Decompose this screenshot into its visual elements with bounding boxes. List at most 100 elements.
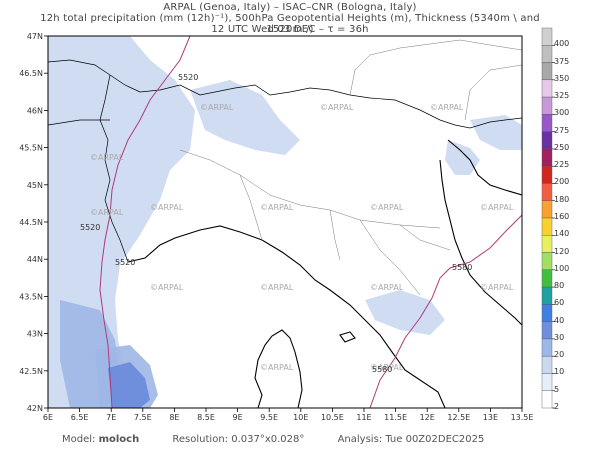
colorbar-label: 140 [554, 229, 570, 239]
colorbar-label: 400 [554, 39, 570, 49]
header-line-3: 12 UTC Wed 03 DEC – τ = 36h [211, 24, 369, 35]
colorbar-swatch [541, 45, 553, 63]
footer: Model: moloch Resolution: 0.037°x0.028° … [62, 434, 542, 445]
colorbar-swatch [541, 390, 553, 409]
resolution-label: Resolution: 0.037°x0.028° [172, 434, 305, 445]
lon-tick-label: 11.5E [384, 413, 407, 422]
colorbar-swatch [541, 131, 553, 150]
colorbar [541, 27, 555, 409]
lat-tick-label: 42.5N [19, 367, 43, 376]
contour-label: 5520 [80, 223, 100, 232]
regional-borders [179, 39, 522, 296]
colorbar-label: 100 [554, 263, 570, 273]
adriatic-coast [439, 159, 522, 326]
colorbar-swatch [541, 304, 553, 322]
contour-label: 5520 [115, 258, 135, 267]
lon-tick-label: 12.5E [447, 413, 470, 422]
analysis-label: Analysis: Tue 00Z02DEC2025 [337, 434, 485, 445]
watermarks: ©ARPAL ©ARPAL ©ARPAL ©ARPAL ©ARPAL ©ARPAL ©ARP… [90, 103, 514, 372]
lon-tick-label: 13E [483, 413, 498, 422]
watermark: ©ARPAL [260, 283, 294, 292]
france-italy-border [99, 74, 129, 263]
watermark: ©ARPAL [90, 153, 124, 162]
colorbar-label: 250 [554, 142, 570, 152]
lon-tick-label: 13.5E [511, 413, 534, 422]
colorbar-swatch [541, 355, 553, 374]
istria-coast [447, 139, 522, 196]
contour-5520 [99, 36, 191, 408]
watermark: ©ARPAL [480, 283, 514, 292]
colorbar-swatch [541, 183, 553, 201]
corsica-coast [254, 329, 303, 408]
colorbar-swatch [541, 27, 553, 46]
lon-tick-label: 10.5E [321, 413, 344, 422]
borders [48, 39, 522, 296]
lon-tick-label: 9.5E [260, 413, 278, 422]
watermark: ©ARPAL [320, 103, 354, 112]
precip-sea-heavy [108, 362, 150, 408]
colorbar-label: 30 [554, 332, 565, 342]
precip-adriatic [445, 140, 480, 175]
watermark: ©ARPAL [260, 203, 294, 212]
colorbar-label: 160 [554, 212, 570, 221]
colorbar-label: 350 [554, 73, 570, 83]
colorbar-label: 300 [554, 108, 570, 118]
colorbar-swatch [541, 62, 553, 81]
watermark: ©ARPAL [260, 363, 294, 372]
lon-tick-label: 9E [233, 413, 243, 422]
lat-ticks: 47N 46.5N 46N 45.5N 45N 44.5N 44N 43.5N 43N 42.5N… [19, 32, 48, 413]
colorbar-swatch [541, 321, 553, 340]
watermark: ©ARPAL [90, 208, 124, 217]
colorbar-swatch [541, 165, 553, 184]
lat-tick-label: 45.5N [19, 144, 43, 153]
lat-tick-label: 46.5N [19, 69, 43, 78]
lon-tick-label: 10E [293, 413, 308, 422]
colorbar-swatch [541, 79, 553, 98]
alps-border [48, 59, 522, 129]
watermark: ©ARPAL [370, 363, 404, 372]
contour-label: 5580 [452, 263, 472, 272]
geopotential-contours [99, 36, 522, 408]
lat-tick-label: 43.5N [19, 292, 43, 301]
precip-central-alps [190, 80, 300, 155]
watermark: ©ARPAL [370, 203, 404, 212]
colorbar-label: 20 [554, 350, 565, 360]
contour-labels: 5520 5520 5520 5580 5580 [80, 73, 472, 374]
colorbar-swatch [541, 252, 553, 271]
lat-tick-label: 45N [27, 181, 43, 190]
swiss-border [48, 119, 110, 126]
lat-tick-label: 44N [27, 255, 43, 264]
contour-label: 5580 [372, 365, 392, 374]
lon-tick-label: 11E [356, 413, 371, 422]
coastlines [127, 139, 522, 408]
colorbar-swatch [541, 338, 553, 357]
colorbar-label: 80 [554, 281, 565, 291]
colorbar-swatch [541, 269, 553, 288]
lat-tick-label: 47N [27, 32, 43, 41]
lon-tick-label: 7E [106, 413, 116, 422]
precip-shading [48, 36, 522, 408]
model-name: moloch [98, 434, 140, 445]
ligurian-coast [127, 225, 446, 408]
colorbar-label: 180 [554, 194, 570, 204]
colorbar-swatch [541, 96, 553, 115]
colorbar-label: 2 [554, 402, 560, 411]
colorbar-swatch [541, 148, 553, 167]
lon-tick-label: 8E [169, 413, 179, 422]
colorbar-label: 275 [554, 125, 570, 135]
colorbar-swatch [541, 373, 553, 391]
contour-label: 5520 [178, 73, 198, 82]
colorbar-label: 60 [554, 298, 565, 308]
colorbar-label: 5 [554, 384, 560, 394]
contour-5580 [369, 214, 522, 408]
precip-tuscany [365, 290, 445, 335]
precip-northeast [470, 115, 522, 150]
colorbar-label: 120 [554, 246, 570, 256]
lon-tick-label: 8.5E [197, 413, 215, 422]
colorbar-label: 325 [554, 91, 570, 101]
watermark: ©ARPAL [150, 283, 184, 292]
header-line-2: 12h total precipitation (mm (12h)⁻¹), 50… [40, 13, 540, 35]
colorbar-swatch [541, 235, 553, 253]
lon-ticks: 6E 6.5E 7E 7.5E 8E 8.5E 9E 9.5E 10E 10.5E 11E 11.5E… [43, 408, 534, 422]
